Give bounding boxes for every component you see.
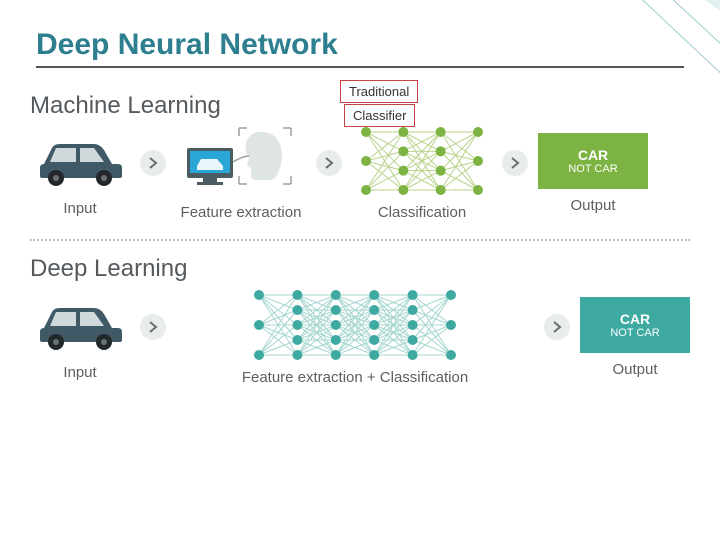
dl-out-line1: CAR (620, 311, 650, 327)
ml-classify-stage: Classification (352, 126, 492, 221)
ml-output-stage: CAR NOT CAR Output (538, 133, 648, 214)
ml-classify-label: Classification (378, 204, 466, 221)
dl-heading: Deep Learning (30, 255, 690, 283)
arrow-icon (544, 314, 570, 340)
ml-out-line2: NOT CAR (568, 163, 617, 175)
dl-input-stage: Input (30, 294, 130, 381)
ml-feature-label: Feature extraction (181, 204, 302, 221)
dl-output-stage: CAR NOT CAR Output (580, 297, 690, 378)
car-icon (30, 294, 130, 356)
ml-input-label: Input (63, 200, 96, 217)
arrow-icon (140, 314, 166, 340)
ml-network-icon (352, 126, 492, 196)
arrow-icon (140, 150, 166, 176)
traditional-callout-1: Traditional (340, 80, 418, 103)
traditional-callout-2: Classifier (344, 104, 415, 127)
ml-output-box: CAR NOT CAR (538, 133, 648, 189)
arrow-icon (502, 150, 528, 176)
section-divider (30, 239, 690, 241)
dl-output-label: Output (612, 361, 657, 378)
ml-row: Input (30, 126, 690, 221)
arrow-icon (316, 150, 342, 176)
dl-input-label: Input (63, 364, 96, 381)
ml-out-line1: CAR (578, 147, 608, 163)
ml-feature-stage: Feature extraction (176, 126, 306, 221)
diagram-area: Machine Learning Input (0, 82, 720, 386)
dl-out-line2: NOT CAR (610, 327, 659, 339)
dl-row: Input Feature extraction + Classificatio… (30, 289, 690, 386)
dl-network-icon (245, 289, 465, 361)
dl-featclass-label: Feature extraction + Classification (242, 369, 468, 386)
car-icon (30, 130, 130, 192)
ml-output-label: Output (570, 197, 615, 214)
feature-extraction-icon (176, 126, 306, 196)
dl-featclass-stage: Feature extraction + Classification (176, 289, 534, 386)
dl-output-box: CAR NOT CAR (580, 297, 690, 353)
ml-input-stage: Input (30, 130, 130, 217)
